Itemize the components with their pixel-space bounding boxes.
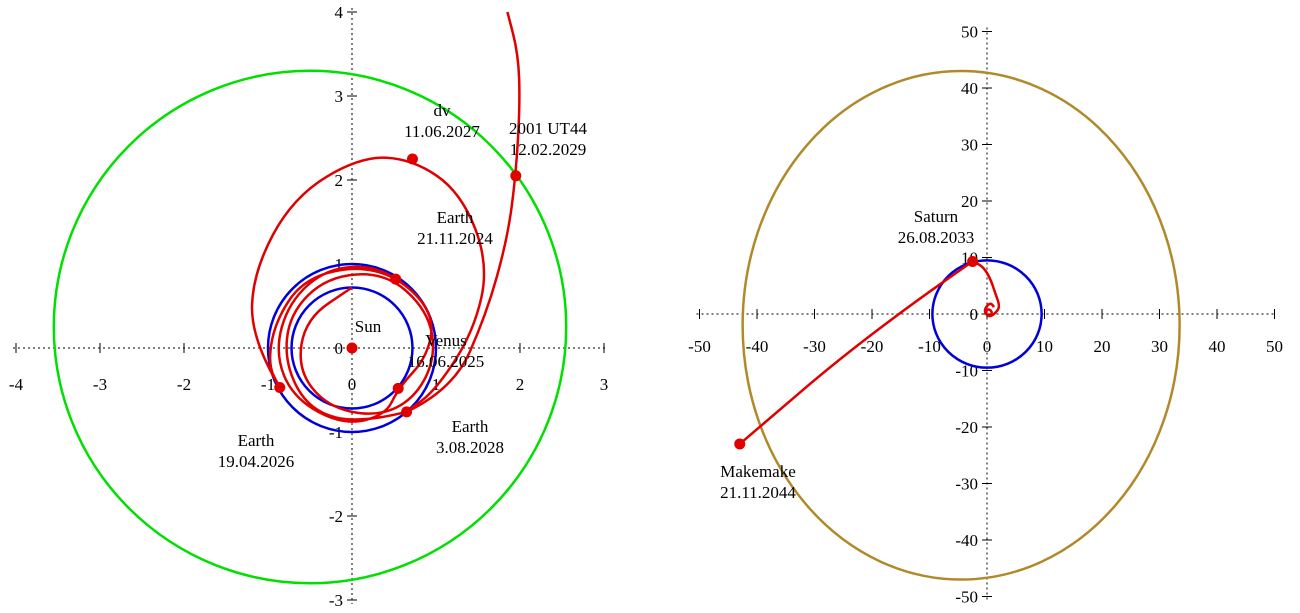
y-tick-label: -2 [329,507,343,526]
earth-2026-label: 19.04.2026 [218,452,295,471]
saturn-2033-label: 26.08.2033 [898,228,975,247]
y-tick-label: -40 [955,531,978,550]
earth-2028-marker [401,406,413,418]
sun-marker [346,342,358,354]
x-tick-label: -40 [746,337,769,356]
y-tick-label: 0 [970,305,979,324]
x-tick-label: 3 [600,375,609,394]
ut44-2029-marker [510,170,522,182]
saturn-2033-marker [967,255,979,267]
y-tick-label: 2 [335,171,344,190]
inner-system-plot: -4 -3 -2 -1 0 1 2 3-3-2-101234SunEarth21.11.202… [9,3,608,610]
x-tick-label: 2 [516,375,525,394]
dv-2027-label: 11.06.2027 [404,122,480,141]
x-tick-label: 0 [983,337,992,356]
dv-2027-label: dv [434,101,452,120]
x-tick-label: -10 [918,337,941,356]
venus-2025-marker [392,382,404,394]
saturn-2033-label: Saturn [914,207,959,226]
x-tick-label: 30 [1151,337,1168,356]
trajectory-leg-3 [406,11,521,413]
earth-2028-label: 3.08.2028 [436,438,504,457]
y-tick-label: -20 [955,418,978,437]
x-tick-label: 40 [1209,337,1226,356]
x-tick-label: 0 [348,375,357,394]
earth-2024-label: Earth [437,208,474,227]
x-tick-label: -50 [688,337,711,356]
earth-orbit [266,262,438,434]
earth-2024-marker [390,273,402,285]
ut44-2029-label: 12.02.2029 [510,140,587,159]
earth-2026-label: Earth [238,431,275,450]
makemake-2044-label: 21.11.2044 [720,483,796,502]
sun-label: Sun [355,317,382,336]
y-tick-label: 20 [961,192,978,211]
earth-2028-label: Earth [452,417,489,436]
x-tick-label: 1 [432,375,441,394]
makemake-2044-marker [734,438,746,450]
y-tick-label: -3 [329,591,343,610]
makemake-2044-label: Makemake [720,462,796,481]
outer-system-plot: -50 -40 -30 -20 -10 0 10 20 30 40 50-50-40-30-20-1… [688,23,1283,607]
target-orbit [52,69,568,585]
trajectory-loop [285,273,435,421]
x-tick-label: -1 [261,375,275,394]
earth-2024-label: 21.11.2024 [417,229,493,248]
dv-2027-marker [406,153,418,165]
y-tick-label: -50 [955,588,978,607]
venus-2025-label: 16.06.2025 [408,352,485,371]
venus-2025-label: Venus [425,331,467,350]
saturn-orbit [931,259,1043,369]
x-tick-label: 10 [1036,337,1053,356]
trajectory-leg-2 [250,156,486,413]
earth-2026-marker [274,381,286,393]
x-tick-label: -30 [803,337,826,356]
y-tick-label: -1 [329,423,343,442]
x-tick-label: 50 [1266,337,1283,356]
x-tick-label: -20 [861,337,884,356]
makemake-orbit [741,69,1181,581]
y-tick-label: 40 [961,79,978,98]
y-tick-label: 50 [961,23,978,42]
x-tick-label: -4 [9,375,24,394]
trajectory-outer [738,260,974,445]
y-tick-label: 0 [335,339,344,358]
y-tick-label: 30 [961,136,978,155]
y-tick-label: 3 [335,87,344,106]
trajectory-inner [972,260,1001,318]
y-tick-label: -30 [955,475,978,494]
ut44-2029-label: 2001 UT44 [509,119,587,138]
x-tick-label: -3 [93,375,107,394]
x-tick-label: -2 [177,375,191,394]
y-tick-label: 4 [335,3,344,22]
x-tick-label: 20 [1094,337,1111,356]
